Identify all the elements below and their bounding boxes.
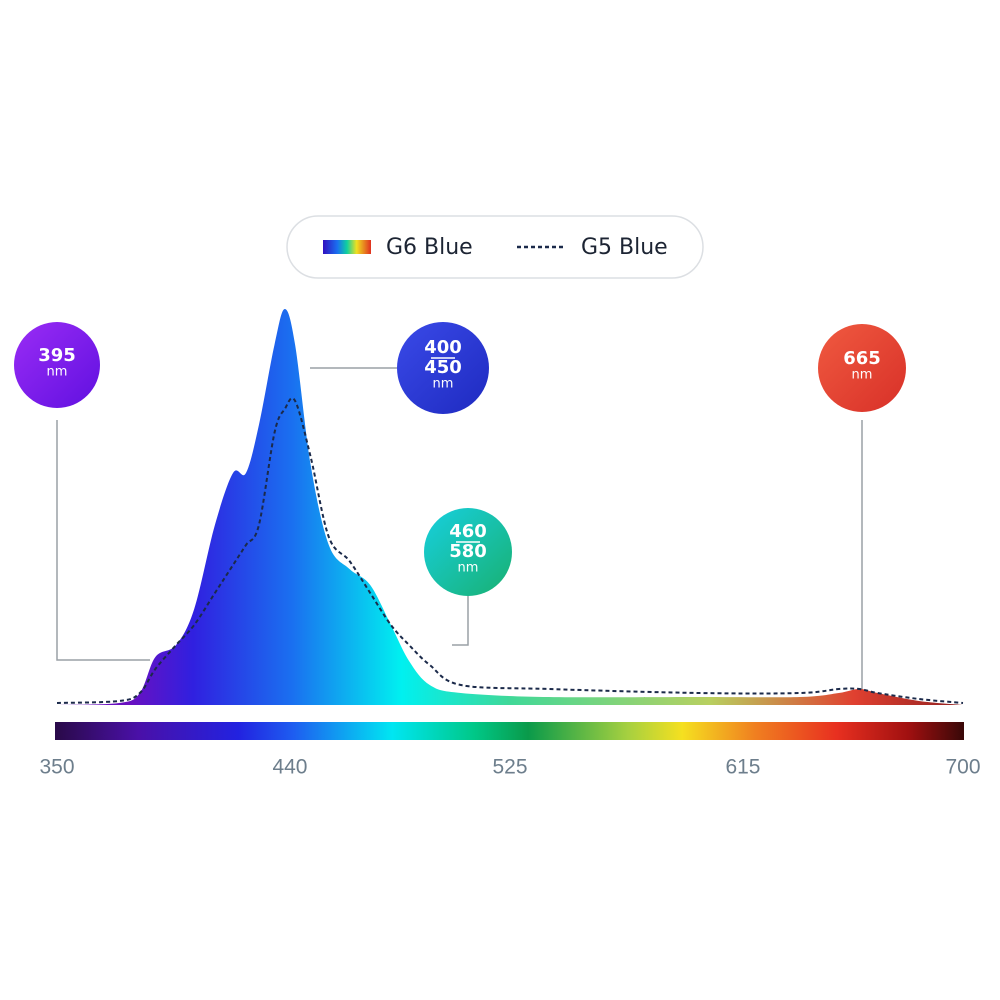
callout-value: 450 (424, 357, 462, 378)
callout-value: 400 (424, 337, 462, 358)
legend-box (286, 215, 704, 279)
callout-unit: nm (458, 561, 479, 576)
x-tick-label: 615 (725, 756, 760, 779)
callout-bubble (14, 322, 100, 408)
callout-unit: nm (47, 365, 68, 380)
callout-bubble (424, 508, 512, 596)
legend-label: G6 Blue (386, 235, 473, 260)
x-tick-label: 525 (492, 756, 527, 779)
leader-line (452, 596, 469, 646)
callout-bubble (397, 322, 489, 414)
callout-value: 395 (38, 345, 76, 366)
callout-bubble (818, 324, 906, 412)
x-tick-label: 350 (39, 756, 74, 779)
callout-value: 580 (449, 541, 487, 562)
leader-line (56, 420, 150, 661)
area (57, 309, 963, 705)
callout-value: 460 (449, 521, 487, 542)
callout-unit: nm (433, 377, 454, 392)
legend-label: G5 Blue (581, 235, 668, 260)
x-tick-label: 440 (272, 756, 307, 779)
x-tick-label: 700 (945, 756, 980, 779)
legend-swatch (323, 240, 371, 254)
callout-value: 665 (843, 348, 881, 369)
callout-unit: nm (852, 368, 873, 383)
spectrum-bar (55, 722, 964, 740)
legend: G6 Blue G5 Blue (286, 215, 704, 279)
